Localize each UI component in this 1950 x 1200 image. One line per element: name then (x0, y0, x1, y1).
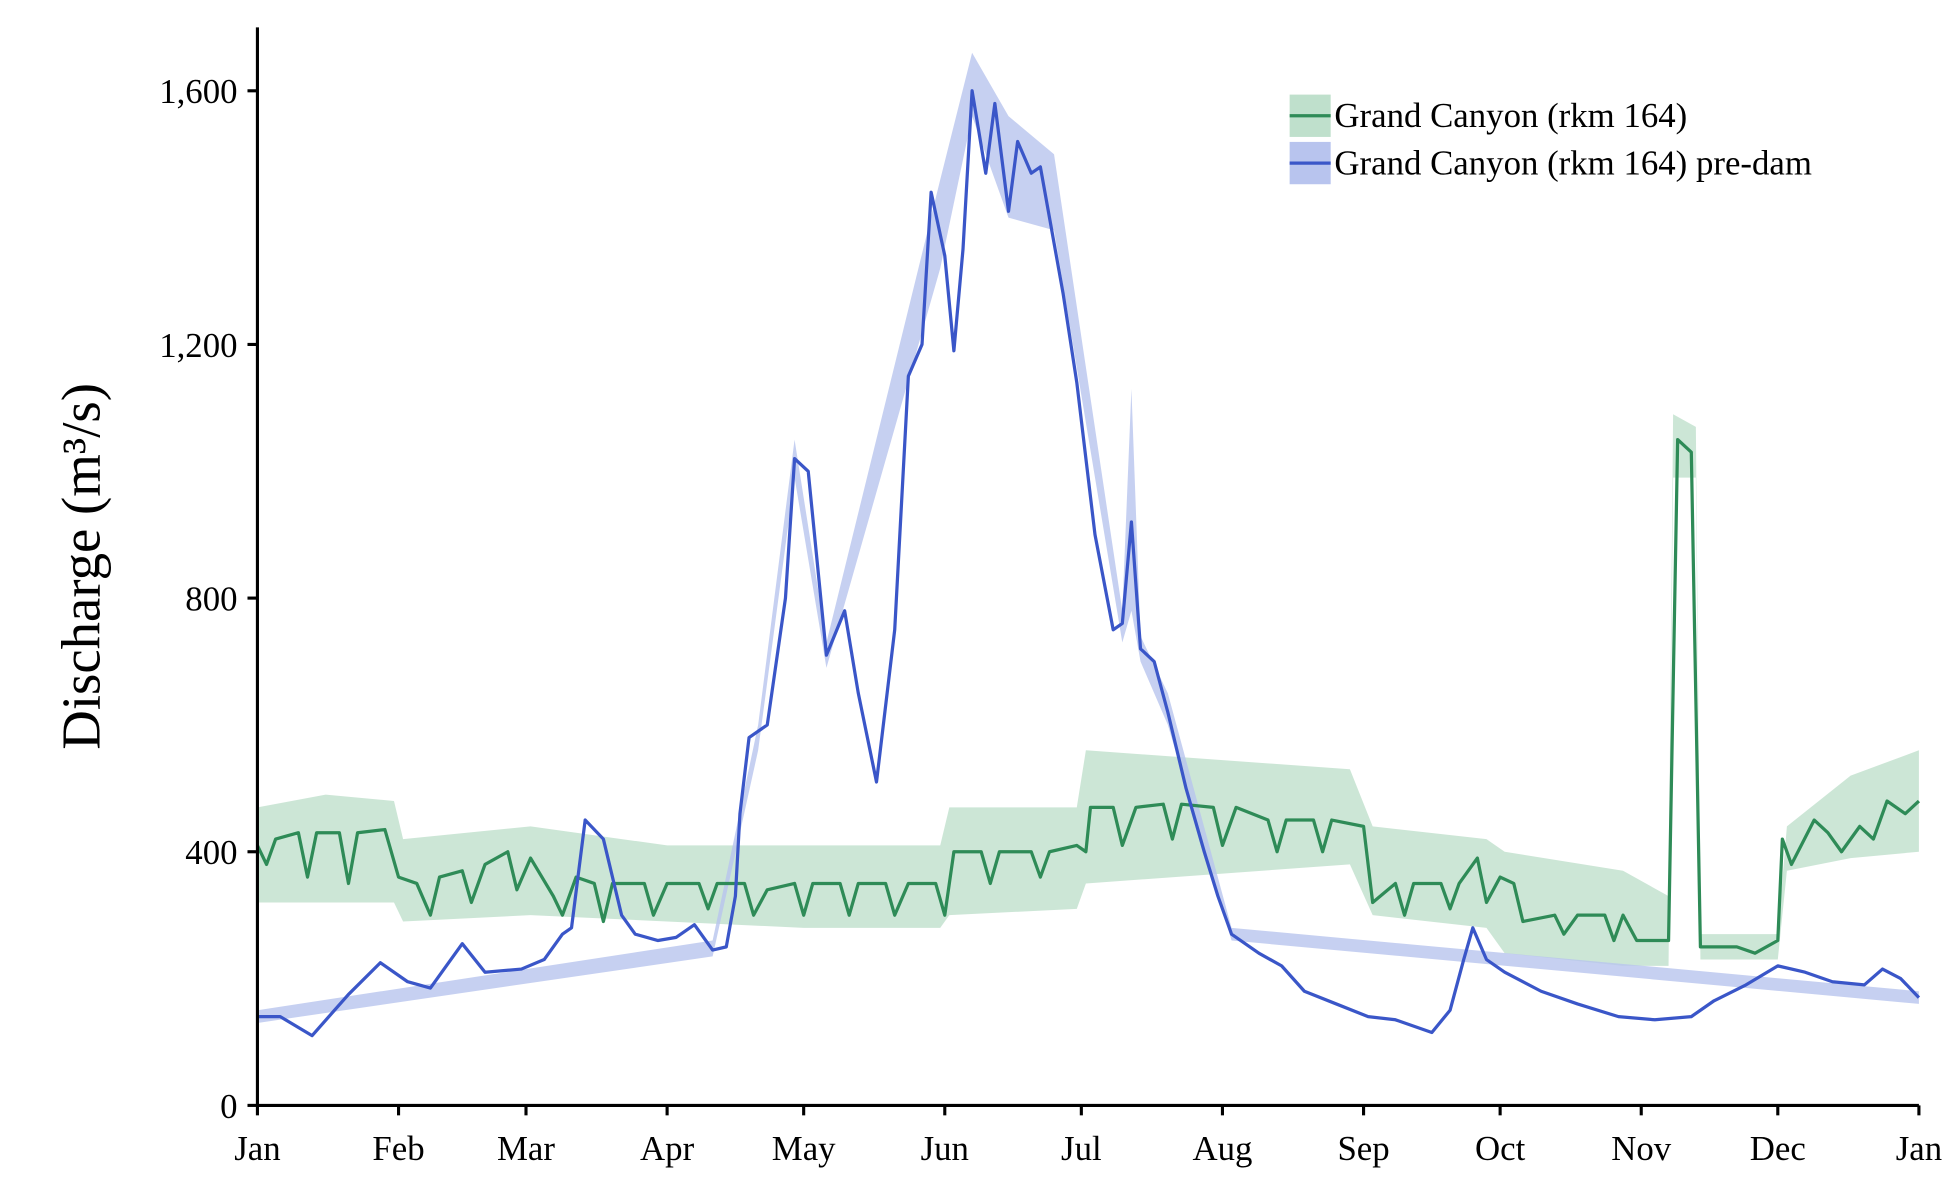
x-tick-label: Apr (640, 1129, 695, 1168)
y-tick-label: 0 (220, 1087, 237, 1126)
series-line (257, 89, 1921, 1038)
y-tick-label: 1,200 (159, 326, 237, 365)
x-tick-label: May (772, 1129, 836, 1168)
x-tick-label: Oct (1475, 1129, 1526, 1168)
x-tick-label: Feb (372, 1129, 424, 1168)
y-tick-label: 400 (185, 833, 237, 872)
x-tick-label: Jun (921, 1129, 969, 1168)
x-tick-label: Nov (1611, 1129, 1672, 1168)
y-axis-label: Discharge (m³/s) (51, 383, 112, 750)
y-tick-label: 1,600 (159, 72, 237, 111)
confidence-band (257, 414, 1919, 966)
x-tick-label: Mar (497, 1129, 555, 1168)
y-tick-label: 800 (185, 580, 237, 619)
legend-label: Grand Canyon (rkm 164) (1334, 96, 1687, 135)
x-tick-label: Jan (234, 1129, 280, 1168)
legend-label: Grand Canyon (rkm 164) pre-dam (1334, 143, 1812, 182)
x-tick-label: Sep (1337, 1129, 1389, 1168)
x-tick-label: Jul (1061, 1129, 1102, 1168)
series-line (255, 437, 1921, 955)
x-tick-label: Aug (1192, 1129, 1252, 1168)
x-tick-label: Dec (1750, 1129, 1806, 1168)
x-tick-label: Jan (1896, 1129, 1942, 1168)
